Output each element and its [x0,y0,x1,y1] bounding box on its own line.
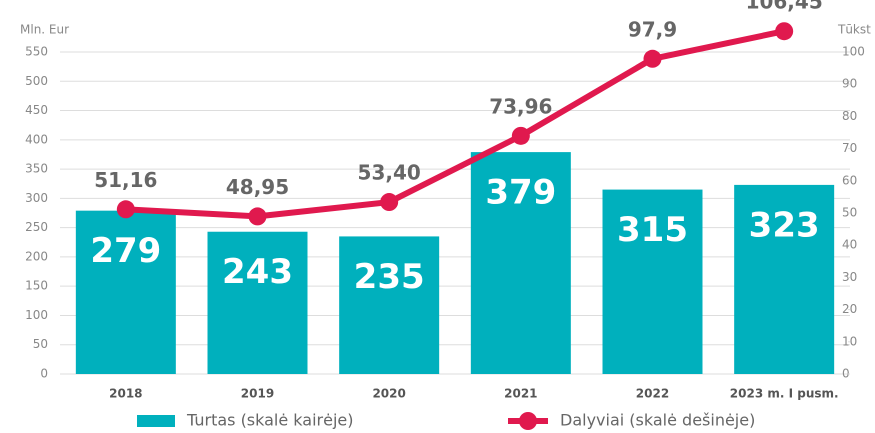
y-tick-label: 50 [33,337,48,351]
bar [734,184,835,374]
line-value-label: 73,96 [489,94,552,118]
bar-value-label: 279 [90,231,161,271]
bar-value-label: 243 [222,252,293,292]
y-tick-label: 500 [25,74,48,88]
y-tick-label: 150 [25,279,48,293]
line-value-label: 53,40 [358,161,421,185]
x-tick-label: 2023 m. I pusm. [730,387,839,401]
y-tick-label: 550 [25,45,48,59]
line-value-label: 51,16 [94,168,157,192]
line-point [643,49,662,68]
bar-value-label: 379 [485,173,556,213]
bar [602,189,703,374]
y2-tick-label: 100 [842,45,865,59]
line-value-label: 48,95 [226,175,289,199]
bar [339,236,440,374]
line-point [775,22,794,41]
x-tick-label: 2020 [372,387,405,401]
line-point [248,207,267,226]
y-tick-label: 350 [25,162,48,176]
x-tick-label: 2021 [504,387,537,401]
y-tick-label: 200 [25,249,48,263]
line-value-label: 106,45 [746,0,823,14]
line-point [380,193,399,212]
bar-value-label: 235 [354,257,425,297]
y-tick-label: 400 [25,132,48,146]
y-tick-label: 0 [40,367,48,381]
bar-value-label: 323 [749,205,820,245]
bar-value-label: 315 [617,210,688,250]
y-tick-label: 300 [25,191,48,205]
bar [207,231,308,374]
legend-label: Dalyviai (skalė dešinėje) [560,411,755,430]
line-value-label: 97,9 [628,17,677,41]
bar [75,210,176,374]
bar [470,152,571,374]
legend-swatch [519,412,537,430]
y-tick-label: 450 [25,103,48,117]
y2-tick-label: 0 [842,367,850,381]
legend-swatch [137,415,175,427]
y-tick-label: 250 [25,220,48,234]
legend-label: Turtas (skalė kairėje) [186,411,354,430]
x-tick-label: 2022 [636,387,669,401]
x-tick-label: 2018 [109,387,142,401]
x-tick-label: 2019 [241,387,274,401]
y-axis-label: Mln. Eur [20,23,69,37]
line-point [511,126,530,145]
y-tick-label: 100 [25,308,48,322]
line-point [116,200,135,219]
y2-axis-label: Tūkst [837,23,871,37]
line-series [125,28,785,220]
